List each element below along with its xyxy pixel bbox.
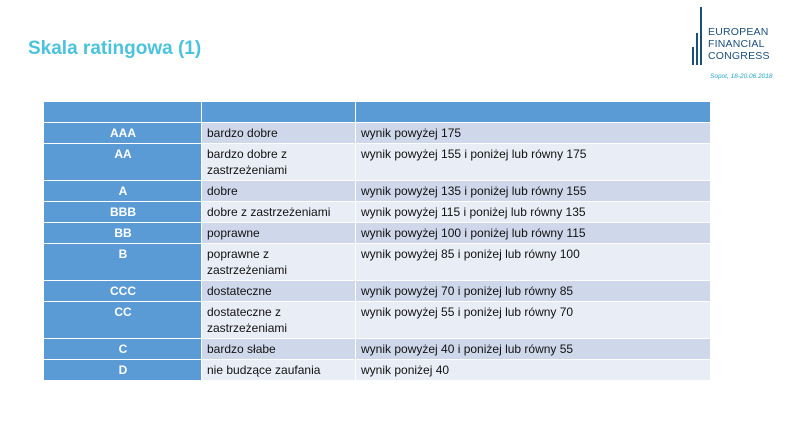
table-row: AAA bardzo dobre wynik powyżej 175 (43, 122, 711, 144)
description-cell: bardzo słabe (201, 338, 356, 360)
score-range-cell: wynik powyżej 85 i poniżej lub równy 100 (355, 243, 711, 281)
description-cell: bardzo dobre (201, 122, 356, 144)
header-cell (43, 101, 202, 123)
header-cell (201, 101, 356, 123)
rating-scale-table: AAA bardzo dobre wynik powyżej 175 AA bardzo… (43, 101, 711, 381)
table-row: AA bardzo dobre z zastrzeżeniami wynik pow… (43, 143, 711, 181)
logo-line-2: FINANCIAL (708, 38, 765, 50)
grade-cell: C (43, 338, 202, 360)
grade-cell: A (43, 180, 202, 202)
score-range-cell: wynik powyżej 175 (355, 122, 711, 144)
table-row: BB poprawne wynik powyżej 100 i poniżej lu… (43, 222, 711, 244)
description-cell: poprawne (201, 222, 356, 244)
header-cell (355, 101, 711, 123)
score-range-cell: wynik powyżej 135 i poniżej lub równy 15… (355, 180, 711, 202)
grade-cell: BBB (43, 201, 202, 223)
grade-cell: AA (43, 143, 202, 181)
score-range-cell: wynik powyżej 55 i poniżej lub równy 70 (355, 301, 711, 339)
logo-line-3: CONGRESS (708, 50, 770, 62)
description-cell: dostateczne z zastrzeżeniami (201, 301, 356, 339)
grade-cell: CC (43, 301, 202, 339)
logo-line-1: EUROPEAN (708, 26, 769, 38)
grade-cell: AAA (43, 122, 202, 144)
table-row: CC dostateczne z zastrzeżeniami wynik powy… (43, 301, 711, 339)
description-cell: dostateczne (201, 280, 356, 302)
logo-bars-icon (690, 5, 706, 65)
grade-cell: B (43, 243, 202, 281)
grade-cell: CCC (43, 280, 202, 302)
score-range-cell: wynik powyżej 40 i poniżej lub równy 55 (355, 338, 711, 360)
table-row: CCC dostateczne wynik powyżej 70 i poniżej… (43, 280, 711, 302)
table-header-row (43, 101, 711, 123)
description-cell: bardzo dobre z zastrzeżeniami (201, 143, 356, 181)
score-range-cell: wynik powyżej 115 i poniżej lub równy 13… (355, 201, 711, 223)
congress-logo: EUROPEAN FINANCIAL CONGRESS Sopot, 18-20… (690, 5, 782, 87)
description-cell: dobre z zastrzeżeniami (201, 201, 356, 223)
grade-cell: D (43, 359, 202, 381)
grade-cell: BB (43, 222, 202, 244)
logo-place-date: Sopot, 18-20.06.2018 (710, 73, 773, 80)
score-range-cell: wynik powyżej 100 i poniżej lub równy 11… (355, 222, 711, 244)
description-cell: poprawne z zastrzeżeniami (201, 243, 356, 281)
description-cell: dobre (201, 180, 356, 202)
slide-title: Skala ratingowa (1) (28, 38, 202, 59)
score-range-cell: wynik powyżej 155 i poniżej lub równy 17… (355, 143, 711, 181)
table-row: BBB dobre z zastrzeżeniami wynik powyżej 1… (43, 201, 711, 223)
score-range-cell: wynik poniżej 40 (355, 359, 711, 381)
description-cell: nie budzące zaufania (201, 359, 356, 381)
score-range-cell: wynik powyżej 70 i poniżej lub równy 85 (355, 280, 711, 302)
